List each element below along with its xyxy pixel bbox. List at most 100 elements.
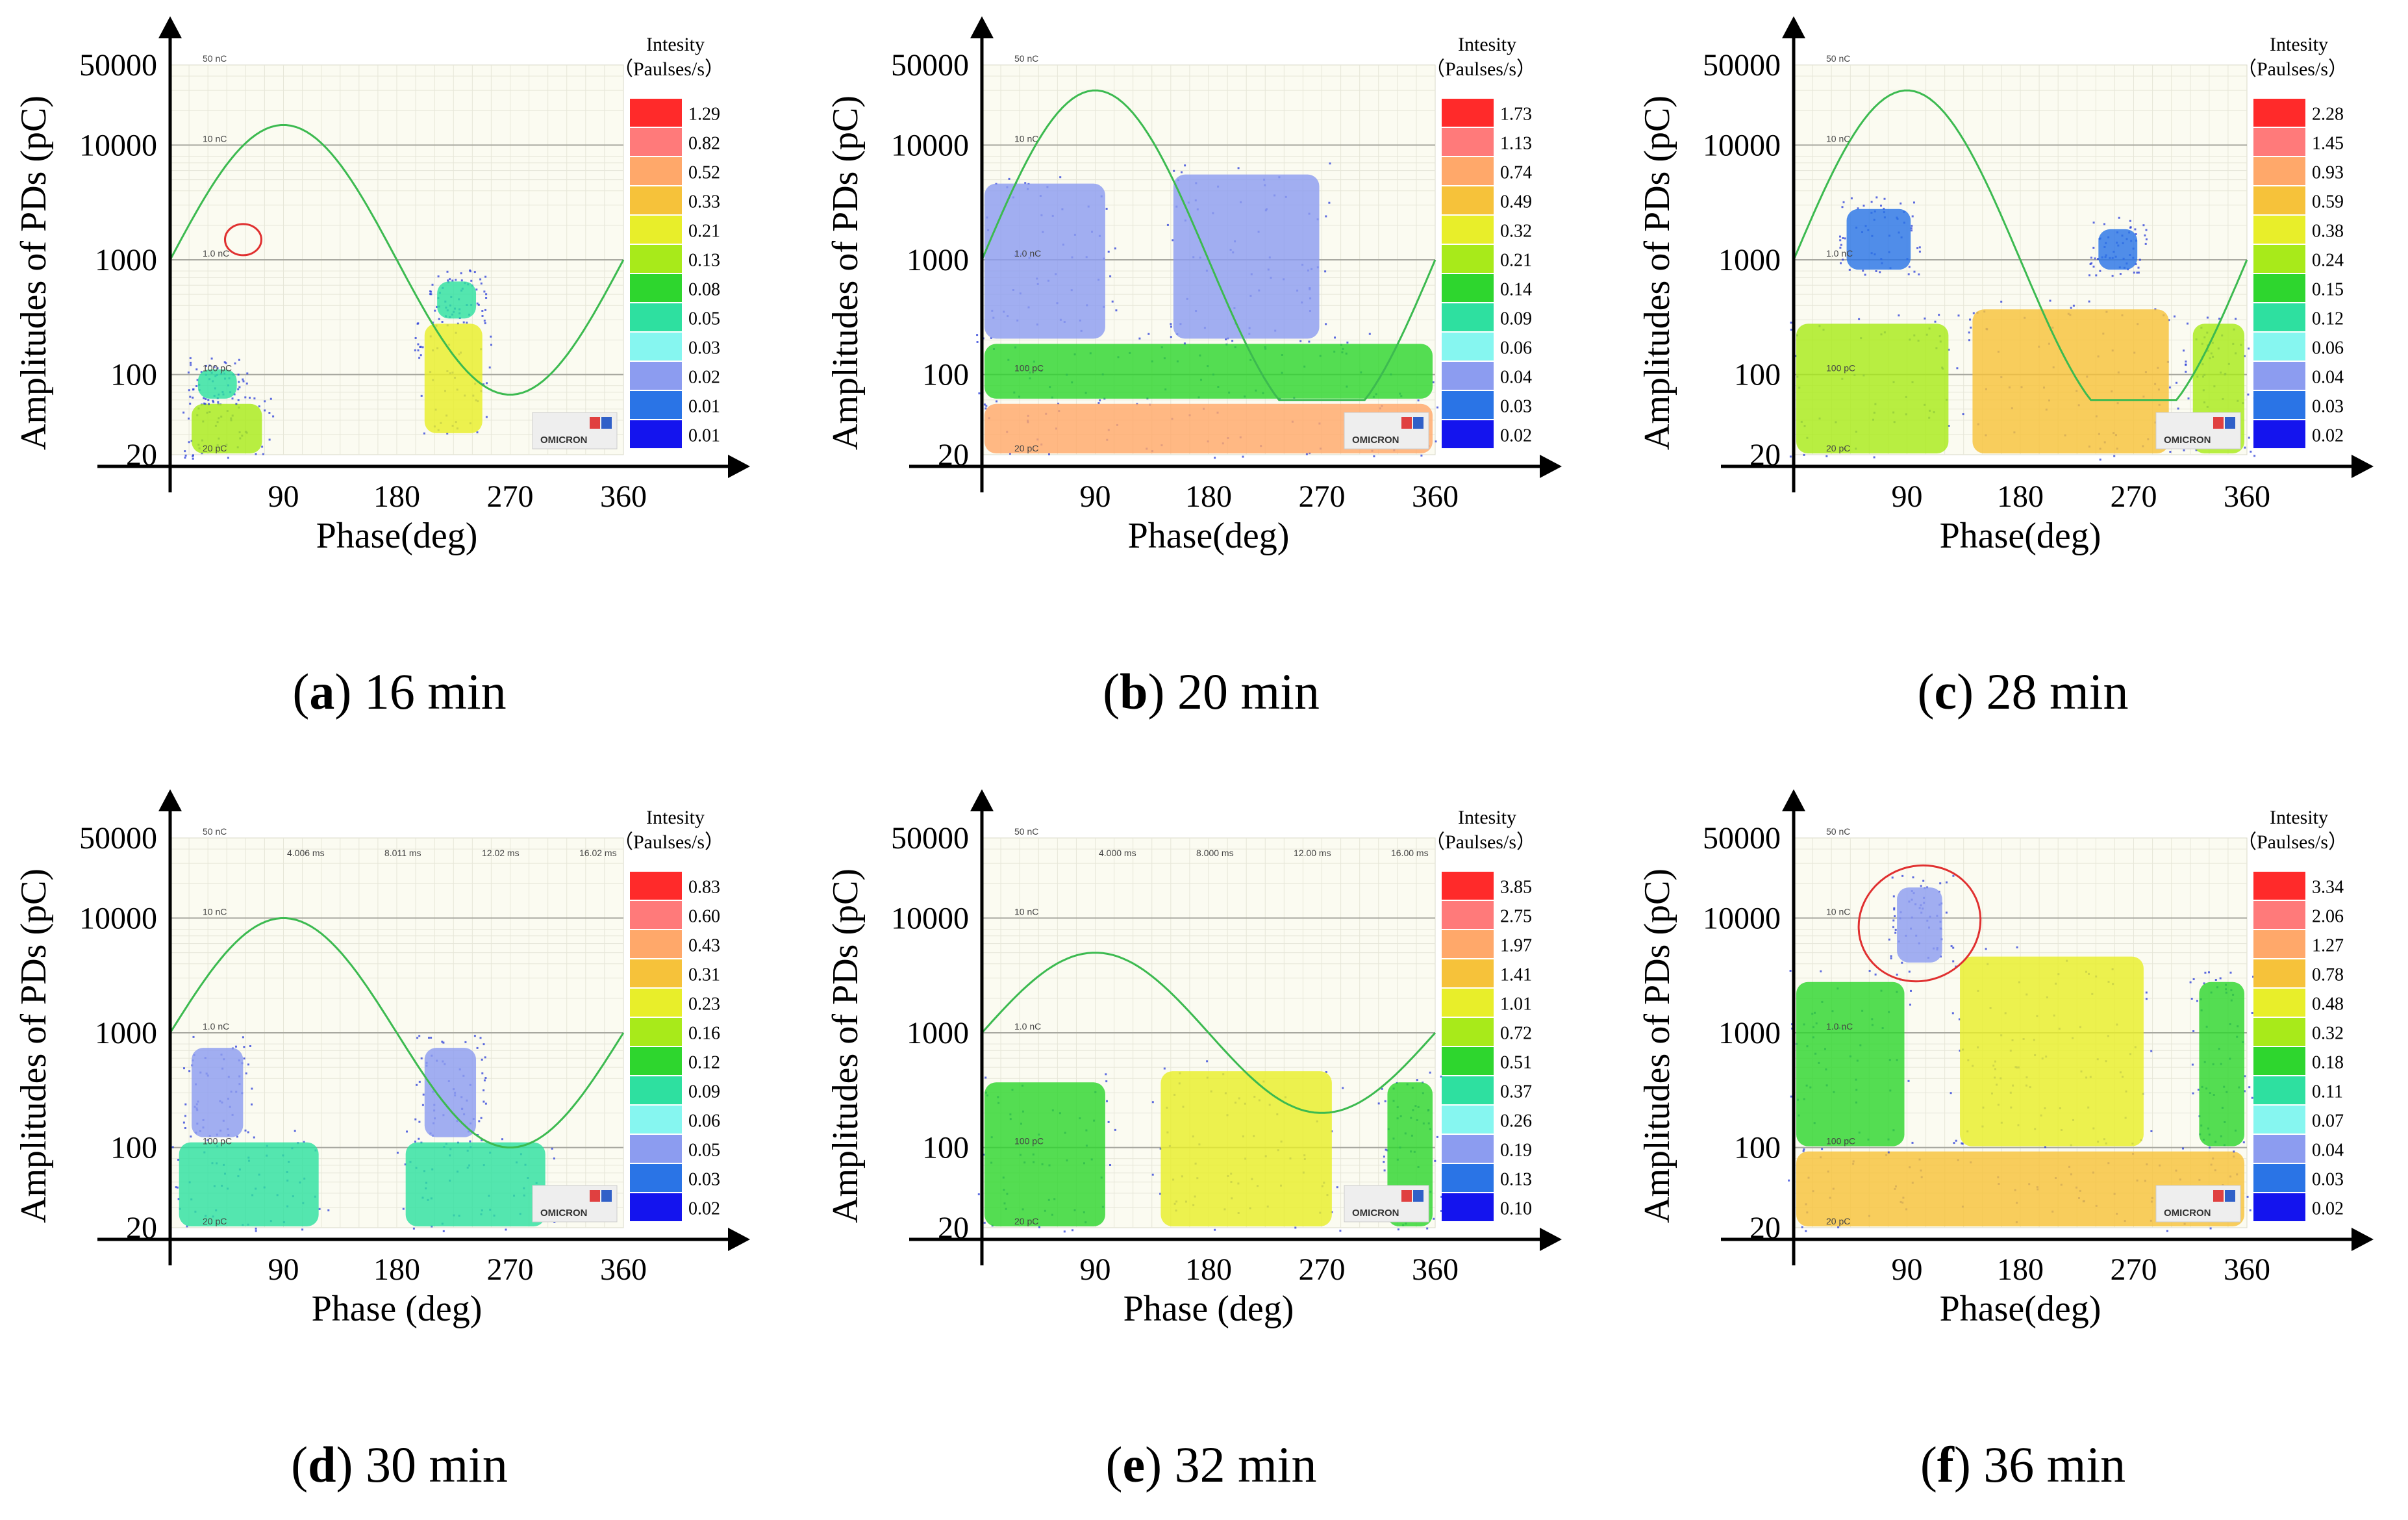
- grid-label: 50 nC: [1014, 53, 1038, 64]
- data-point: [190, 1135, 192, 1138]
- legend-swatch: [1442, 186, 1494, 214]
- data-point: [1901, 961, 1903, 964]
- legend-value: 0.37: [1500, 1082, 1532, 1102]
- data-point: [1909, 1004, 1911, 1006]
- data-point: [446, 432, 449, 435]
- legend-value: 0.13: [688, 251, 720, 271]
- y-axis-label: Amplitudes of PDs (pC): [14, 868, 54, 1223]
- cluster-2: [1962, 299, 2179, 461]
- data-point: [2185, 361, 2187, 363]
- legend-swatch: [1442, 420, 1494, 448]
- cluster-4: [414, 1035, 487, 1143]
- data-point: [2187, 322, 2189, 325]
- data-point: [192, 454, 194, 457]
- caption-letter: b: [1120, 663, 1148, 720]
- time-label: 8.000 ms: [1196, 848, 1234, 858]
- data-point: [449, 278, 451, 281]
- legend-subtitle: （Paulses/s）: [614, 58, 724, 80]
- cluster-core: [985, 403, 1433, 453]
- data-point: [2088, 274, 2090, 277]
- data-point: [2150, 1050, 2153, 1052]
- data-point: [1429, 1071, 1431, 1074]
- data-point: [983, 403, 986, 406]
- data-point: [1109, 275, 1112, 277]
- data-point: [1803, 453, 1805, 456]
- x-axis-arrow: [1540, 1228, 1562, 1251]
- data-point: [184, 450, 186, 453]
- data-point: [243, 1046, 245, 1048]
- x-tick-label: 270: [487, 1252, 534, 1287]
- data-point: [1911, 225, 1913, 227]
- x-tick-label: 360: [1412, 479, 1459, 514]
- y-axis-label: Amplitudes of PDs (pC): [1637, 868, 1677, 1223]
- data-point: [1839, 246, 1842, 249]
- data-point: [1910, 227, 1913, 229]
- legend-value: 0.07: [2312, 1111, 2344, 1132]
- data-point: [2113, 455, 2116, 457]
- data-point: [1789, 455, 1792, 458]
- data-point: [200, 371, 203, 374]
- legend-swatch: [1442, 362, 1494, 390]
- data-point: [406, 1130, 408, 1133]
- data-point: [2191, 1063, 2194, 1066]
- data-point: [1436, 1135, 1438, 1138]
- panel-caption: (e) 32 min: [1105, 1436, 1317, 1493]
- y-tick-label: 1000: [907, 243, 969, 277]
- legend: Intesity （Paulses/s） 0.83 0.60 0.43 0.31 0.23 0…: [614, 807, 724, 1221]
- data-point: [1879, 271, 1881, 273]
- data-point: [1057, 402, 1060, 405]
- cluster-core: [1846, 209, 1911, 270]
- annotation-ellipse: [223, 223, 262, 257]
- legend-value: 0.31: [688, 965, 720, 985]
- legend-value: 0.16: [688, 1024, 720, 1044]
- data-point: [2250, 450, 2252, 453]
- data-point: [1435, 440, 1437, 443]
- grid-label: 20 pC: [203, 1216, 227, 1226]
- data-point: [1892, 895, 1895, 898]
- data-point: [2176, 381, 2177, 384]
- data-point: [188, 441, 190, 444]
- omicron-logo: OMICRON: [532, 412, 618, 450]
- legend-swatch: [630, 901, 682, 929]
- legend: Intesity （Paulses/s） 1.73 1.13 0.74 0.49 0.32 0…: [1425, 34, 1536, 448]
- legend-swatch: [1442, 901, 1494, 929]
- data-point: [483, 320, 486, 322]
- legend-swatch: [1442, 1164, 1494, 1192]
- legend-swatch: [2253, 99, 2305, 127]
- data-point: [1788, 1179, 1790, 1182]
- data-point: [1920, 885, 1922, 887]
- legend-swatch: [1442, 1135, 1494, 1163]
- legend-swatch: [2253, 1135, 2305, 1163]
- legend-subtitle: （Paulses/s）: [2237, 831, 2348, 853]
- y-tick-label: 100: [1734, 358, 1781, 392]
- data-point: [268, 412, 271, 414]
- x-axis-label: Phase(deg): [1940, 1289, 2101, 1329]
- legend-swatch: [1442, 391, 1494, 419]
- data-point: [1109, 1164, 1111, 1166]
- data-point: [2070, 307, 2072, 309]
- data-point: [483, 1100, 485, 1103]
- data-point: [402, 1208, 405, 1210]
- grid-label: 100 pC: [1826, 363, 1855, 374]
- data-point: [1890, 955, 1892, 957]
- panel-b: 50 nC 10 nC 1.0 nC 100 pC 20 pC OMICRON 20 100 1…: [812, 0, 1611, 747]
- data-point: [1383, 1169, 1386, 1172]
- legend-value: 0.01: [688, 397, 720, 417]
- legend-swatch: [2253, 1076, 2305, 1104]
- x-axis-label: Phase(deg): [316, 516, 478, 556]
- data-point: [192, 457, 194, 460]
- data-point: [1898, 314, 1900, 317]
- legend-swatch: [1442, 959, 1494, 987]
- legend-value: 0.83: [688, 878, 720, 898]
- data-point: [419, 346, 421, 348]
- data-point: [437, 275, 440, 277]
- data-point: [2242, 1141, 2245, 1144]
- legend-value: 0.21: [688, 222, 720, 242]
- data-point: [2218, 318, 2220, 320]
- legend-swatch: [2253, 1018, 2305, 1046]
- legend-swatch: [2253, 989, 2305, 1017]
- cluster-core: [985, 1082, 1105, 1226]
- cluster-core: [1897, 887, 1942, 963]
- legend-swatch: [1442, 157, 1494, 185]
- data-point: [478, 1120, 481, 1122]
